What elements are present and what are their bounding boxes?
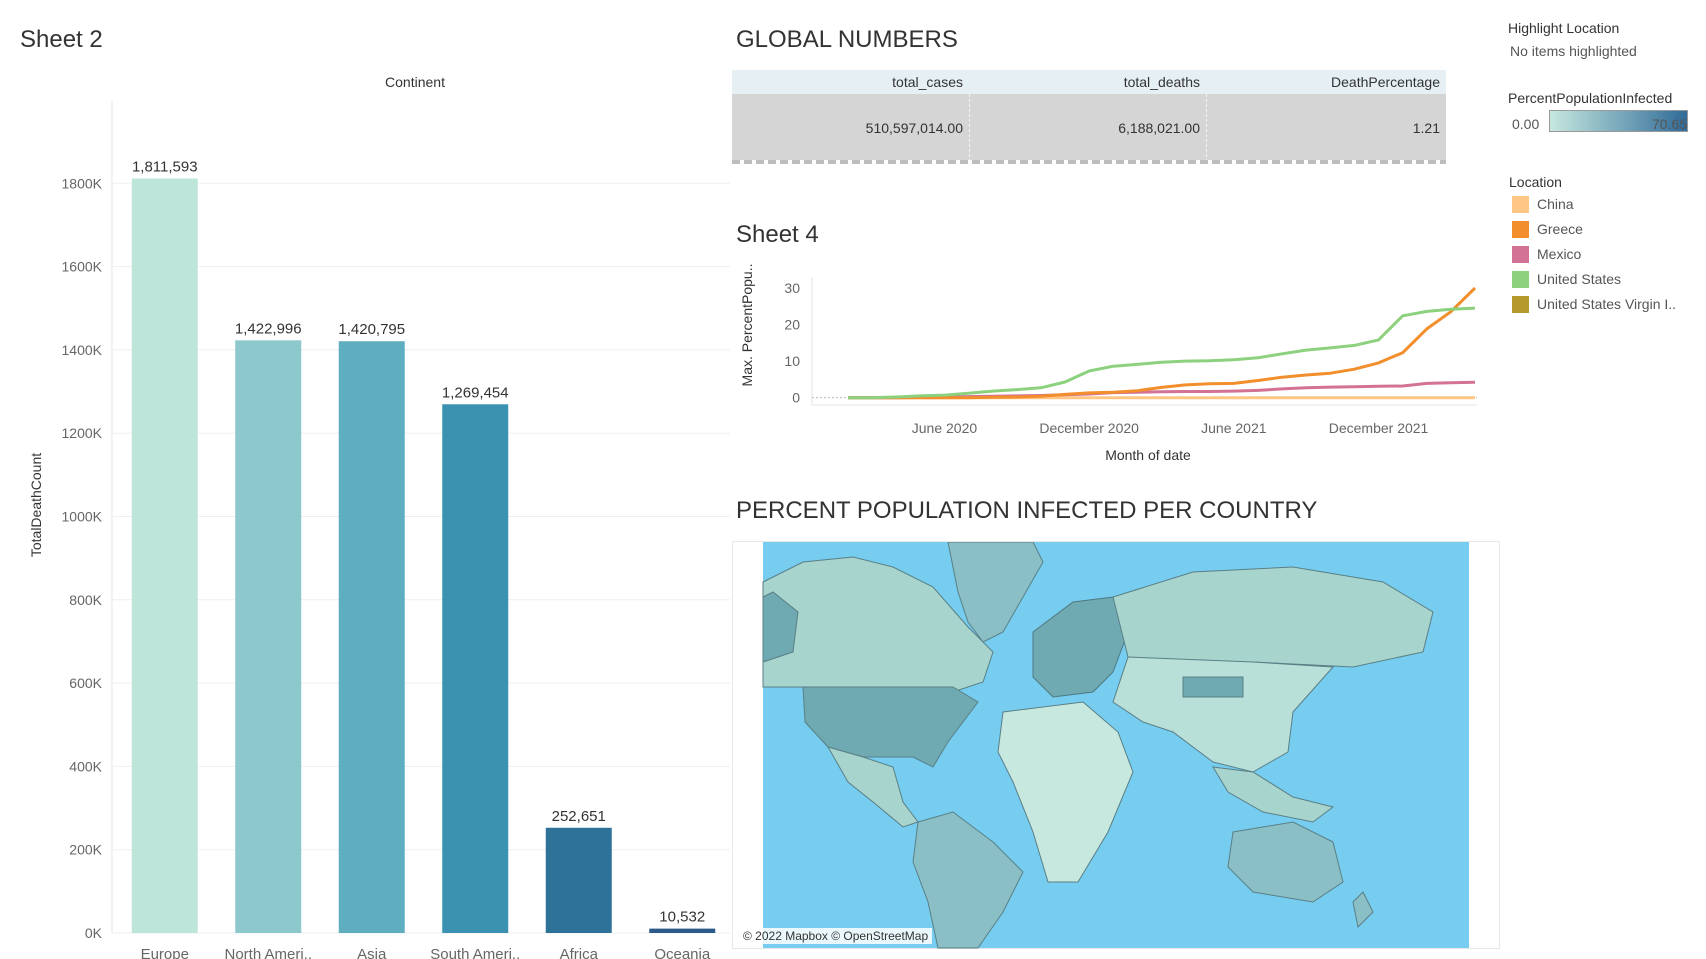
bar-category-label[interactable]: Africa — [560, 946, 599, 959]
legend-label: United States Virgin I.. — [1537, 296, 1677, 312]
header-death-percentage[interactable]: DeathPercentage — [1331, 74, 1440, 90]
line-x-tick-label: June 2020 — [912, 420, 978, 436]
bar-y-tick-label: 1800K — [62, 175, 103, 191]
line-chart[interactable]: Max. PercentPopu.. Month of date 0 10 20 30… — [720, 255, 1510, 475]
bar-4[interactable] — [545, 827, 612, 933]
line-x-tick-label: December 2021 — [1329, 420, 1429, 436]
line-x-axis-label: Month of date — [1105, 447, 1191, 463]
color-legend-min: 0.00 — [1512, 116, 1540, 132]
legend-label: United States — [1537, 271, 1622, 287]
bar-y-axis-label: TotalDeathCount — [28, 453, 44, 557]
bar-y-tick-label: 1400K — [62, 342, 103, 358]
header-total-deaths[interactable]: total_deaths — [1123, 74, 1200, 90]
line-y-tick-label: 10 — [784, 353, 800, 369]
global-numbers-header-row: total_cases total_deaths DeathPercentage — [732, 70, 1446, 94]
global-numbers-title: GLOBAL NUMBERS — [736, 26, 958, 53]
header-total-cases[interactable]: total_cases — [892, 74, 963, 90]
legend-item-us-virgin-islands[interactable]: United States Virgin I.. — [1512, 294, 1676, 314]
bar-value-label: 1,420,795 — [338, 321, 405, 338]
mongolia-region[interactable] — [1182, 676, 1244, 698]
color-legend-title: PercentPopulationInfected — [1508, 90, 1673, 106]
line-series-greece[interactable] — [848, 286, 1477, 400]
line-x-tick-label: June 2021 — [1201, 420, 1267, 436]
australia-region[interactable] — [1227, 821, 1344, 903]
value-total-deaths: 6,188,021.00 — [1118, 120, 1200, 136]
bar-chart[interactable]: Continent TotalDeathCount 0K 200K 400K 600K… — [0, 0, 740, 959]
bar-value-label: 10,532 — [659, 909, 705, 926]
europe-region[interactable] — [1032, 596, 1129, 698]
legend-item-china[interactable]: China — [1512, 194, 1574, 214]
bar-y-tick-label: 1200K — [62, 425, 103, 441]
bar-value-label: 1,811,593 — [132, 158, 198, 175]
bar-1[interactable] — [235, 340, 302, 934]
value-total-cases: 510,597,014.00 — [865, 120, 963, 136]
bar-0[interactable] — [131, 178, 198, 934]
color-legend-ramp[interactable] — [1549, 110, 1688, 132]
legend-swatch — [1512, 195, 1529, 213]
legend-item-mexico[interactable]: Mexico — [1512, 244, 1581, 264]
sheet2-title: Sheet 2 — [20, 26, 103, 53]
bar-2[interactable] — [338, 341, 405, 933]
southeast-asia-region[interactable] — [1212, 766, 1335, 823]
bar-value-label: 1,422,996 — [235, 320, 302, 337]
bar-value-label: 1,269,454 — [442, 384, 509, 401]
sheet4-title: Sheet 4 — [736, 221, 819, 248]
legend-swatch — [1512, 270, 1529, 288]
global-numbers-table: total_cases total_deaths DeathPercentage… — [732, 70, 1446, 164]
legend-label: China — [1537, 196, 1574, 212]
location-legend: China Greece Mexico United States United… — [1512, 194, 1702, 324]
bar-y-tick-label: 200K — [69, 842, 102, 858]
location-legend-title: Location — [1509, 174, 1562, 190]
bar-3[interactable] — [442, 404, 509, 933]
bar-y-tick-label: 0K — [85, 925, 103, 941]
legend-label: Greece — [1537, 221, 1583, 237]
line-y-tick-label: 30 — [784, 280, 800, 296]
south-america-region[interactable] — [912, 811, 1024, 949]
legend-item-united-states[interactable]: United States — [1512, 269, 1621, 289]
highlight-location-title: Highlight Location — [1508, 20, 1620, 36]
legend-swatch — [1512, 295, 1529, 313]
line-series-united-states[interactable] — [848, 306, 1476, 400]
world-map[interactable]: © 2022 Mapbox © OpenStreetMap — [732, 541, 1500, 949]
bar-y-tick-label: 800K — [69, 592, 102, 608]
line-y-tick-label: 0 — [792, 390, 800, 406]
map-canvas[interactable] — [733, 542, 1501, 950]
line-x-tick-label: December 2020 — [1039, 420, 1139, 436]
usa-region[interactable] — [802, 686, 979, 768]
africa-region[interactable] — [997, 701, 1134, 883]
bar-category-label[interactable]: South Ameri.. — [430, 946, 520, 959]
map-attribution[interactable]: © 2022 Mapbox © OpenStreetMap — [739, 928, 933, 944]
global-numbers-value-row[interactable]: 510,597,014.00 6,188,021.00 1.21 — [732, 94, 1446, 162]
bar-value-label: 252,651 — [552, 808, 606, 825]
bar-column-header: Continent — [385, 74, 445, 90]
new-zealand-region[interactable] — [1352, 891, 1374, 929]
bar-category-label[interactable]: North Ameri.. — [224, 946, 312, 959]
map-title: PERCENT POPULATION INFECTED PER COUNTRY — [736, 497, 1318, 524]
alaska-region[interactable] — [762, 591, 799, 663]
line-y-tick-label: 20 — [784, 317, 800, 333]
bar-category-label[interactable]: Europe — [141, 946, 189, 959]
table-scroll-edge — [732, 160, 1446, 164]
legend-item-greece[interactable]: Greece — [1512, 219, 1583, 239]
bar-5[interactable] — [649, 928, 716, 933]
bar-category-label[interactable]: Asia — [357, 946, 387, 959]
line-y-axis-label: Max. PercentPopu.. — [739, 264, 755, 387]
value-death-percentage: 1.21 — [1412, 120, 1440, 136]
bar-y-tick-label: 1600K — [62, 259, 103, 275]
highlight-location-value[interactable]: No items highlighted — [1510, 43, 1637, 59]
bar-category-label[interactable]: Oceania — [654, 946, 711, 959]
legend-label: Mexico — [1537, 246, 1582, 262]
bar-y-tick-label: 400K — [69, 758, 102, 774]
bar-y-tick-label: 1000K — [62, 509, 103, 525]
legend-swatch — [1512, 220, 1529, 238]
bar-y-tick-label: 600K — [69, 675, 102, 691]
legend-swatch — [1512, 245, 1529, 263]
greenland-region[interactable] — [947, 542, 1044, 643]
color-legend-max: 70.65 — [1652, 116, 1688, 132]
